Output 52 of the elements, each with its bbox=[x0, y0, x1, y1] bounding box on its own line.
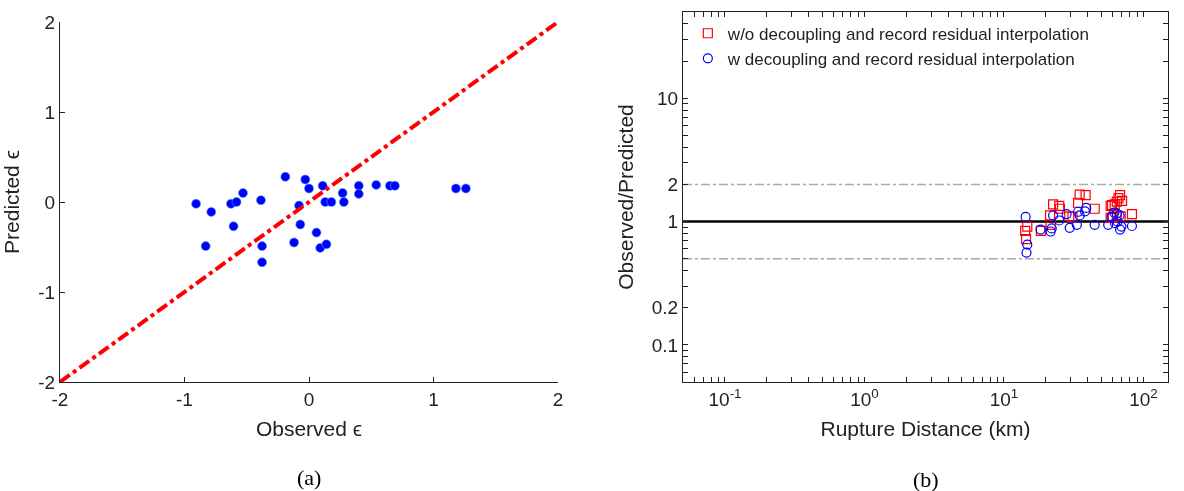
point bbox=[257, 241, 267, 251]
point bbox=[231, 197, 242, 207]
y-tick-label: 0.1 bbox=[651, 334, 679, 356]
point bbox=[238, 188, 248, 198]
y-tick-label: 0.2 bbox=[651, 297, 679, 319]
x-axis-title: Rupture Distance (km) bbox=[820, 417, 1031, 440]
point bbox=[206, 207, 217, 217]
point bbox=[304, 183, 314, 194]
x-tick-label: 10$^{-1}$ bbox=[708, 385, 742, 410]
x-tick-label: 10$^{2}$ bbox=[1129, 385, 1158, 410]
point bbox=[311, 227, 322, 238]
y-tick-label: -1 bbox=[38, 281, 56, 303]
text: (a) bbox=[297, 465, 322, 490]
text: (b) bbox=[913, 467, 939, 491]
point bbox=[280, 172, 291, 182]
x-tick-label: 2 bbox=[552, 388, 564, 410]
point bbox=[256, 195, 266, 205]
legend-label: w decoupling and record residual interpolation bbox=[726, 49, 1075, 69]
point bbox=[200, 241, 211, 251]
point bbox=[326, 197, 337, 207]
point bbox=[228, 221, 239, 232]
y-tick-label: 2 bbox=[667, 174, 679, 196]
point bbox=[461, 183, 471, 194]
point bbox=[451, 183, 461, 194]
x-tick-label: 1 bbox=[428, 388, 439, 410]
y-tick-label: 1 bbox=[44, 101, 56, 123]
point bbox=[354, 189, 364, 199]
point bbox=[321, 239, 332, 250]
x-tick-label: -1 bbox=[176, 388, 193, 410]
point bbox=[317, 181, 328, 191]
point bbox=[339, 197, 349, 207]
x-tick-label: 10$^{1}$ bbox=[989, 385, 1019, 410]
y-tick-label: 10 bbox=[657, 87, 679, 109]
point bbox=[191, 199, 201, 209]
y-axis-title: Predicted ϵ bbox=[0, 150, 24, 254]
point bbox=[337, 188, 348, 198]
point bbox=[257, 257, 267, 268]
point bbox=[354, 181, 364, 191]
x-tick-label: 10$^{0}$ bbox=[850, 385, 879, 410]
y-tick-label: 0 bbox=[44, 191, 56, 213]
legend-label: w/o decoupling and record residual interpolation bbox=[726, 24, 1089, 44]
point bbox=[295, 219, 306, 230]
point bbox=[289, 237, 299, 248]
x-axis-title: Observed ϵ bbox=[255, 417, 363, 440]
point bbox=[390, 181, 400, 191]
point bbox=[300, 174, 311, 185]
y-tick-label: 2 bbox=[44, 11, 56, 33]
y-tick-label: 1 bbox=[667, 211, 679, 233]
y-axis-title: Observed/Predicted bbox=[613, 104, 637, 290]
point bbox=[371, 180, 382, 190]
y-tick-label: -2 bbox=[38, 371, 56, 393]
x-tick-label: 0 bbox=[303, 388, 315, 410]
